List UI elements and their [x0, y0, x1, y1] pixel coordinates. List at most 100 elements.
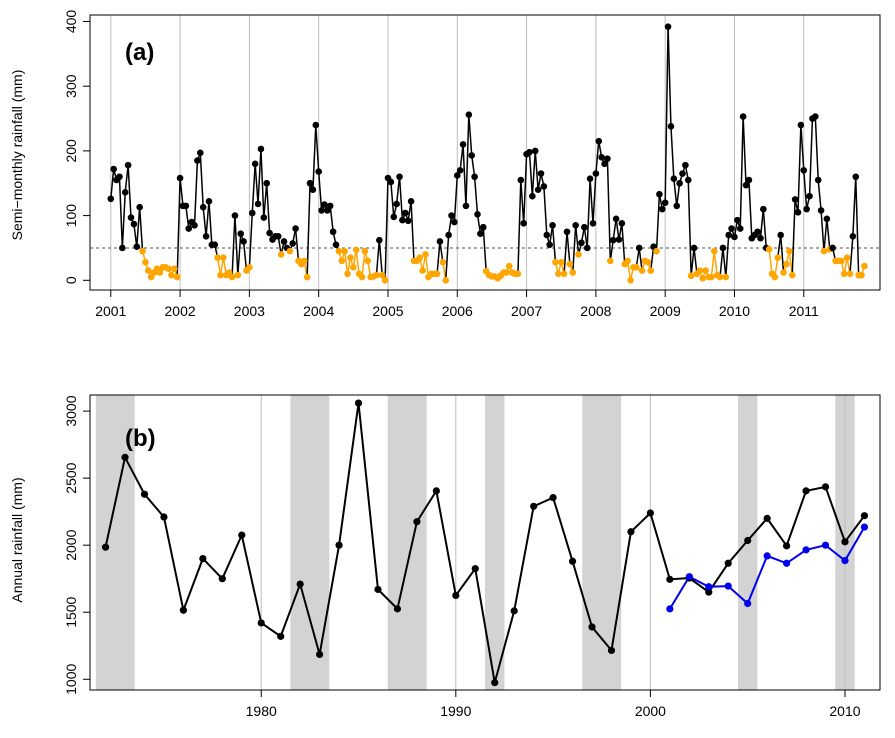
panel-b-y-axis: 1000 1500 2000 2500 3000 — [63, 395, 91, 695]
x-tick-label: 2005 — [372, 303, 403, 319]
series-segment — [176, 178, 181, 278]
series-0-point — [199, 554, 207, 563]
series-0-point — [393, 605, 402, 613]
series-0-point — [296, 580, 304, 588]
data-point — [560, 270, 568, 278]
data-point — [214, 254, 221, 261]
series-0-point — [744, 536, 752, 545]
series-segment — [444, 234, 450, 281]
series-segment — [127, 165, 132, 218]
series-segment — [424, 254, 430, 278]
series-segment — [649, 246, 655, 271]
data-point — [612, 215, 620, 223]
x-tick-label: 1990 — [440, 703, 471, 719]
data-point — [771, 273, 779, 281]
x-tick-label: 2011 — [789, 303, 819, 319]
data-point — [173, 273, 181, 281]
data-point — [263, 179, 271, 187]
series-segment — [193, 160, 199, 226]
data-point — [736, 225, 744, 232]
series-0-line — [104, 402, 866, 683]
data-point — [381, 276, 389, 284]
data-point — [133, 243, 141, 250]
series-segment — [572, 225, 577, 273]
series-0-point — [627, 528, 635, 536]
series-1-point — [802, 546, 810, 554]
data-point — [653, 247, 660, 255]
series-segment — [465, 114, 470, 206]
data-point — [615, 236, 623, 243]
data-point — [211, 241, 219, 249]
series-segment — [612, 218, 617, 241]
series-segment — [852, 176, 857, 237]
data-point — [156, 269, 164, 276]
series-0-point — [841, 538, 849, 546]
data-point — [658, 205, 666, 213]
data-point — [838, 257, 845, 265]
data-point — [139, 247, 146, 255]
data-point — [321, 201, 328, 208]
data-point — [716, 273, 724, 281]
series-segment — [687, 179, 692, 276]
data-point — [581, 223, 588, 231]
data-point — [745, 176, 753, 184]
y-tick-label: 3000 — [63, 395, 79, 426]
data-point — [194, 157, 201, 164]
data-point — [121, 188, 129, 196]
series-0-point — [218, 575, 226, 583]
series-0-point — [179, 606, 187, 614]
data-point — [820, 247, 828, 255]
data-point — [725, 231, 732, 239]
series-segment — [439, 241, 444, 263]
data-point — [563, 228, 571, 236]
data-point — [237, 230, 245, 238]
data-point — [514, 270, 522, 278]
y-tick-label: 2500 — [63, 462, 79, 493]
series-segment — [589, 178, 594, 224]
data-point — [378, 271, 386, 279]
data-point — [794, 209, 802, 216]
series-0-point — [452, 591, 460, 600]
data-point — [757, 234, 764, 242]
series-segment — [263, 183, 268, 218]
data-point — [220, 254, 227, 261]
data-point — [503, 269, 510, 276]
data-point — [708, 273, 715, 281]
series-segment — [739, 116, 744, 229]
series-segment — [817, 179, 822, 211]
series-0-point — [335, 541, 343, 549]
series-segment — [655, 194, 661, 252]
data-point — [537, 170, 545, 177]
series-segment — [121, 192, 126, 248]
series-0-point — [724, 559, 732, 567]
data-point — [254, 200, 262, 208]
data-point — [774, 254, 782, 261]
data-point — [251, 160, 259, 168]
series-segment — [528, 152, 534, 197]
series-segment — [378, 240, 383, 276]
x-tick-label: 2004 — [303, 303, 334, 319]
series-segment — [710, 251, 716, 278]
series-1-point — [783, 559, 791, 567]
series-segment — [317, 171, 323, 211]
data-point — [277, 251, 285, 258]
series-segment — [248, 212, 254, 268]
series-segment — [205, 201, 210, 237]
data-point — [843, 254, 851, 261]
data-point — [300, 257, 308, 265]
x-tick-label: 2002 — [165, 303, 196, 319]
series-0-point — [140, 490, 149, 498]
series-segment — [563, 231, 568, 274]
series-segment — [814, 116, 819, 181]
series-segment — [621, 223, 626, 265]
data-point — [436, 238, 444, 245]
data-point — [260, 214, 268, 221]
series-segment — [777, 234, 782, 258]
series-segment — [615, 218, 620, 240]
series-segment — [254, 163, 259, 204]
series-segment — [675, 183, 681, 206]
data-point — [459, 141, 467, 148]
series-segment — [820, 210, 825, 252]
series-segment — [803, 170, 808, 210]
data-point — [205, 198, 213, 205]
